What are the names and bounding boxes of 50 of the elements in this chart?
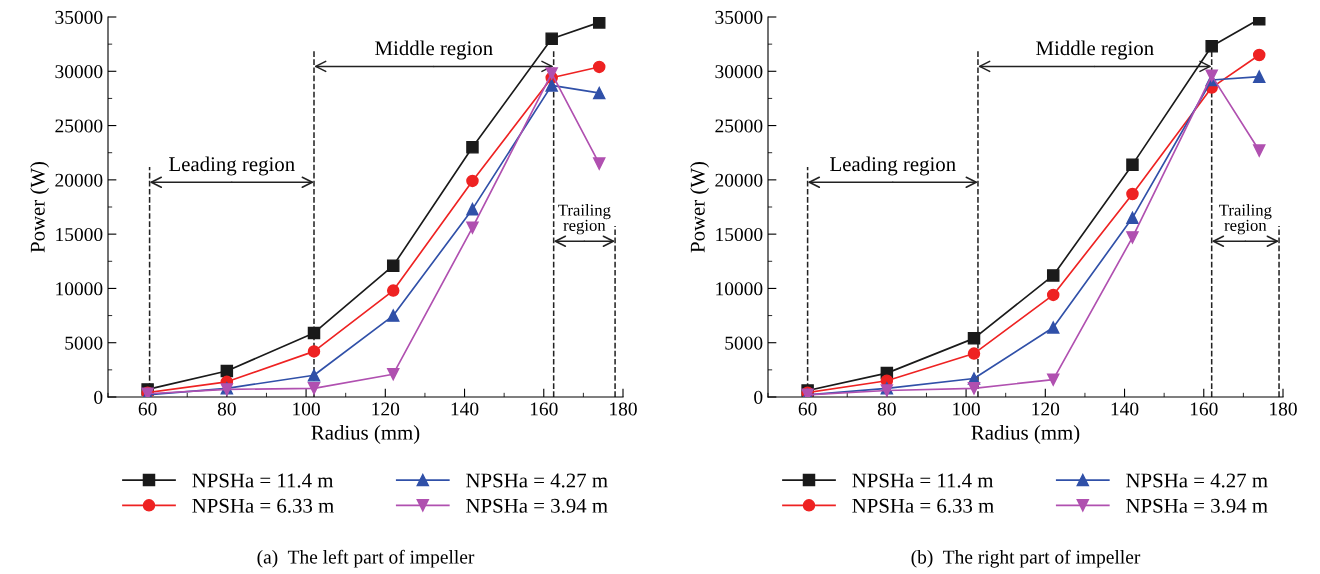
annotation: Trailing region [558,204,611,235]
y-axis-title: Power (W) [30,161,49,253]
annotation: Middle region [1036,40,1154,60]
x-tick-label: 180 [1270,402,1297,416]
y-tick-label: 20000 [715,173,763,187]
annotation: Trailing region [1219,204,1272,235]
x-tick-label: 120 [1032,402,1060,416]
y-tick-label: 5000 [725,336,763,350]
x-tick-label: 160 [530,402,558,416]
y-tick-label: 0 [94,390,103,404]
x-tick-label: 80 [877,402,896,416]
legend-label: NPSHa = 4.27 m [466,473,608,488]
legend-label: NPSHa = 6.33 m [192,498,334,513]
annotation: Middle region [375,40,493,60]
text: (a) The left part of impeller [257,549,475,568]
x-axis-title: Radius (mm) [311,425,420,444]
x-tick-label: 160 [1190,402,1218,416]
annotation: Leading region [169,156,295,176]
x-tick-label: 120 [372,402,400,416]
x-tick-label: 60 [798,402,817,416]
y-tick-label: 10000 [56,282,103,296]
y-tick-label: 5000 [65,336,103,350]
x-tick-label: 100 [293,402,320,416]
y-tick-label: 10000 [716,282,763,296]
y-tick-label: 25000 [55,119,103,133]
x-axis-title: Radius (mm) [971,425,1080,444]
y-axis-title: Power (W) [690,161,709,253]
y-tick-label: 30000 [55,65,103,79]
annotation: Leading region [830,156,956,176]
legend-label: NPSHa = 3.94 m [1126,498,1268,513]
legend-label: NPSHa = 4.27 m [1126,473,1268,488]
y-tick-label: 35000 [715,10,763,24]
x-tick-label: 100 [953,402,980,416]
x-tick-label: 140 [1111,402,1139,416]
x-tick-label: 80 [217,402,236,416]
legend-label: NPSHa = 11.4 m [192,473,334,488]
y-tick-label: 15000 [716,227,763,242]
y-tick-label: 15000 [56,227,103,242]
text: (b) The right part of impeller [911,549,1141,568]
legend-label: NPSHa = 6.33 m [852,498,994,513]
y-tick-label: 25000 [715,119,763,133]
x-tick-label: 60 [138,402,157,416]
y-tick-label: 35000 [55,10,103,24]
legend-label: NPSHa = 11.4 m [852,473,994,488]
y-tick-label: 30000 [715,65,763,79]
legend-label: NPSHa = 3.94 m [466,498,608,513]
x-tick-label: 140 [451,402,479,416]
x-tick-label: 180 [610,402,637,416]
y-tick-label: 20000 [55,173,103,187]
y-tick-label: 0 [754,390,763,404]
